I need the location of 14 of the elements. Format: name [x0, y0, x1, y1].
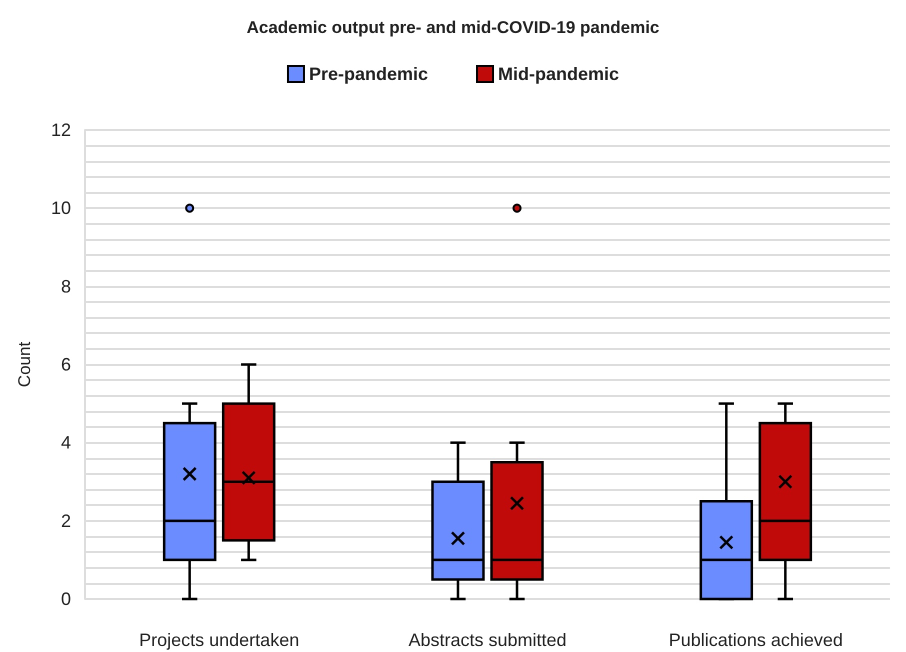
x-tick-label: Publications achieved — [668, 630, 843, 650]
y-tick-label: 12 — [50, 120, 71, 140]
y-tick-label: 4 — [60, 432, 71, 453]
legend-label: Mid-pandemic — [498, 64, 620, 84]
y-tick-label: 0 — [60, 589, 71, 609]
y-tick-label: 6 — [60, 354, 71, 374]
chart-title: Academic output pre- and mid-COVID-19 pandemic — [246, 18, 660, 37]
legend-label: Pre-pandemic — [308, 64, 428, 84]
y-tick-label: 2 — [60, 510, 71, 531]
y-tick-label: 8 — [60, 276, 71, 296]
x-tick-label: Abstracts submitted — [408, 630, 567, 650]
y-axis-title: Count — [15, 342, 34, 388]
y-tick-label: 10 — [50, 198, 71, 218]
x-tick-label: Projects undertaken — [139, 630, 300, 650]
